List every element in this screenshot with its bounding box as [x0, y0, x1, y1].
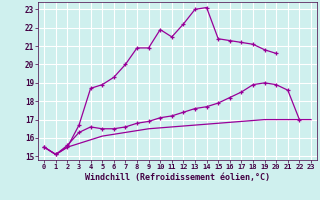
- X-axis label: Windchill (Refroidissement éolien,°C): Windchill (Refroidissement éolien,°C): [85, 173, 270, 182]
